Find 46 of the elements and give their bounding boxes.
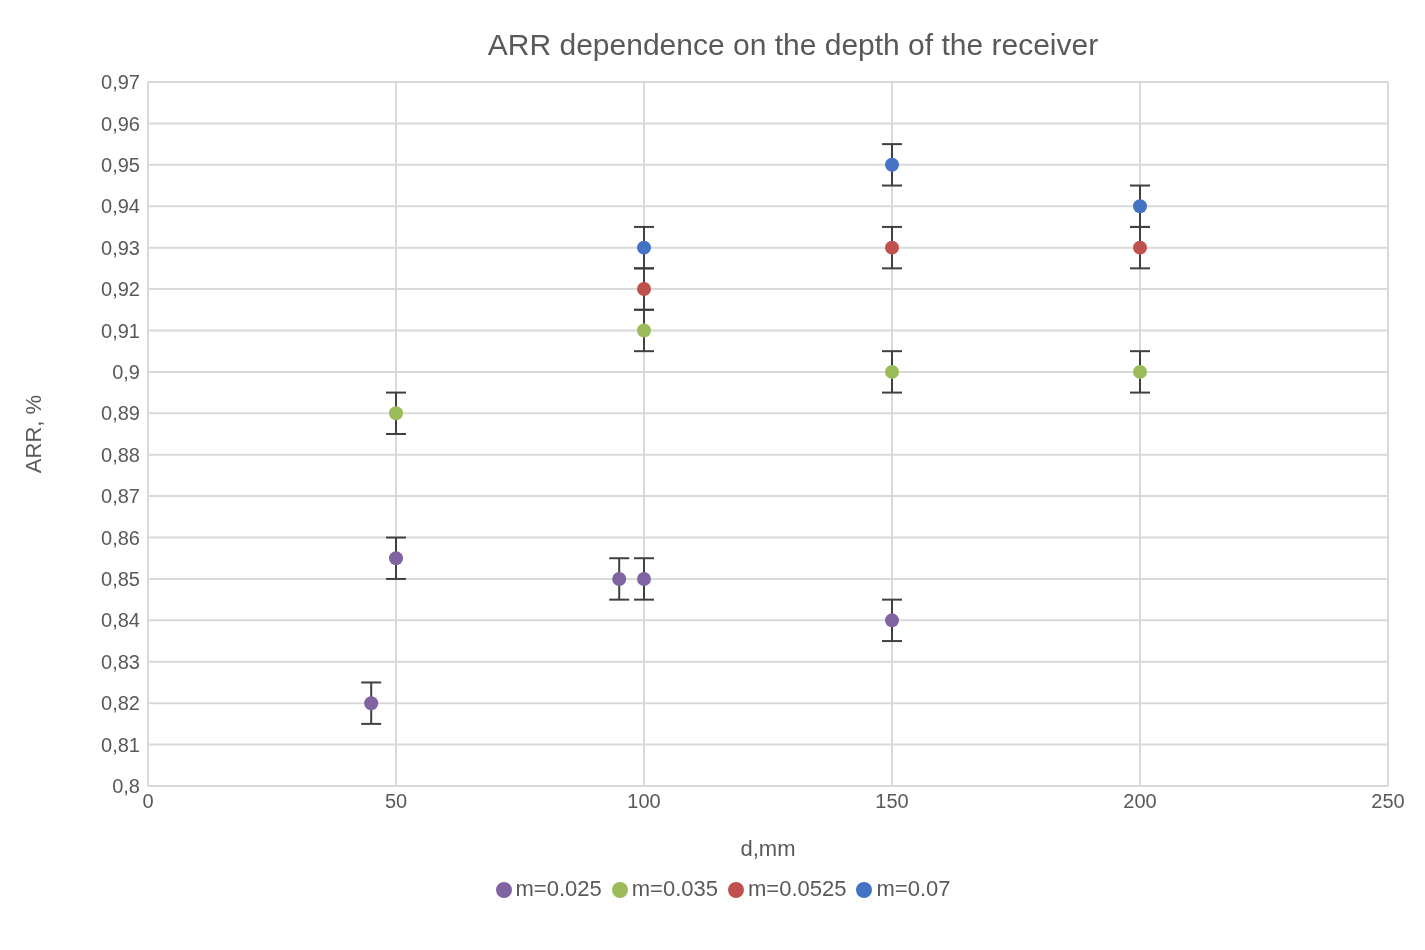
y-tick-label: 0,9 [112,360,140,383]
y-tick-label: 0,95 [101,153,140,176]
y-tick-label: 0,82 [101,692,140,715]
point [885,364,899,379]
point [1133,240,1147,255]
point [612,571,627,586]
point [637,282,651,297]
point [637,240,651,255]
point [885,240,899,255]
x-tick-label: 50 [384,790,408,813]
y-tick-label: 0,85 [101,568,140,591]
point [364,696,379,711]
x-axis-title: d,mm [740,836,796,861]
point [1133,199,1147,214]
point [389,551,403,566]
y-tick-label: 0,94 [101,195,140,218]
x-tick-label: 100 [627,790,661,813]
y-tick-label: 0,86 [101,526,140,549]
y-axis-title: ARR, % [20,394,46,474]
legend-label: m=0.0525 [748,876,847,901]
y-tick-label: 0,8 [112,775,140,798]
point [637,323,651,338]
y-tick-label: 0,89 [101,402,140,425]
y-tick-label: 0,96 [101,112,140,135]
x-tick-label: 150 [875,790,909,813]
point [1133,364,1147,379]
point [885,157,899,172]
y-tick-label: 0,93 [101,236,140,259]
y-tick-label: 0,84 [101,609,140,632]
y-tick-label: 0,87 [101,485,140,508]
chart-title: ARR dependence on the depth of the receiver [486,27,1100,62]
legend-label: m=0.07 [876,876,951,901]
x-tick-label: 250 [1371,790,1405,813]
y-tick-label: 0,97 [101,71,140,94]
legend-label: m=0.035 [631,876,718,901]
legend-label: m=0.025 [515,876,602,901]
point [637,571,651,586]
y-tick-label: 0,88 [101,443,140,466]
point [389,406,403,421]
x-tick-label: 0 [142,790,154,813]
x-tick-label: 200 [1123,790,1157,813]
point [885,613,899,628]
y-tick-label: 0,81 [101,733,140,756]
y-tick-label: 0,92 [101,278,140,301]
y-tick-label: 0,83 [101,650,140,673]
y-tick-label: 0,91 [101,319,140,342]
